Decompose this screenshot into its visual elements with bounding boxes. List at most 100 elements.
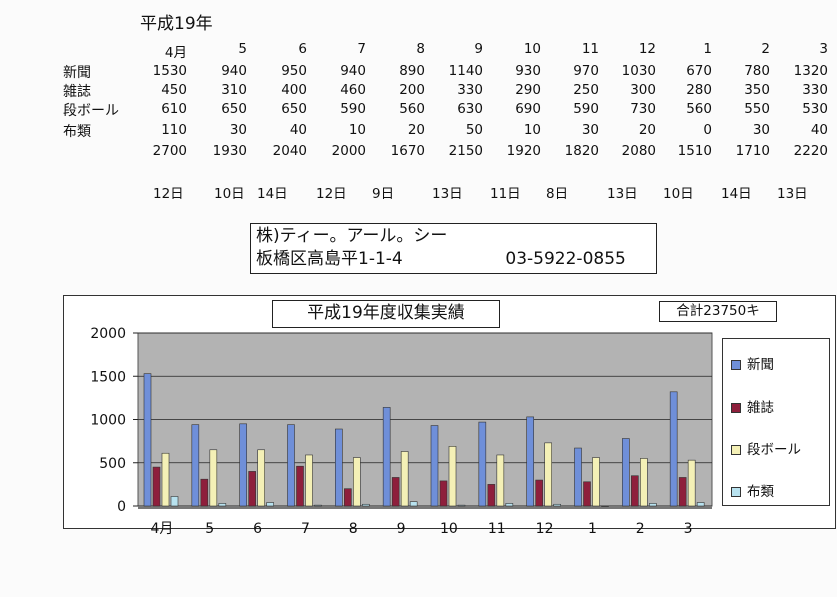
total-annotation: 合計23750キ: [659, 301, 777, 322]
value-cell: 30: [581, 122, 599, 138]
value-cell: 560: [399, 101, 425, 117]
value-cell: 110: [161, 122, 187, 138]
bar-段ボール: [496, 454, 505, 507]
bar-雑誌: [678, 477, 687, 507]
x-tick-label: 4月: [150, 521, 173, 537]
value-cell: 310: [221, 82, 247, 98]
value-cell: 10: [348, 122, 366, 138]
legend-swatch: [731, 403, 741, 413]
legend-swatch: [731, 360, 741, 370]
month-header: 9: [474, 41, 483, 57]
legend-swatch: [731, 487, 741, 497]
bar-新聞: [669, 391, 678, 507]
legend-swatch: [731, 445, 741, 455]
x-tick-label: 3: [684, 521, 693, 537]
row-label: 新聞: [63, 65, 91, 81]
bar-布類: [649, 503, 657, 507]
bar-雑誌: [583, 481, 591, 507]
value-cell: 780: [744, 63, 770, 79]
bar-新聞: [574, 447, 582, 507]
company-info-box: 株)ティー。アール。シー 板橋区高島平1-1-4 03-5922-0855: [250, 223, 657, 274]
bar-布類: [362, 503, 370, 507]
month-header: 6: [298, 41, 307, 57]
total-cell: 1710: [735, 143, 770, 159]
x-tick-label: 12: [536, 521, 554, 537]
bar-段ボール: [353, 457, 361, 507]
value-cell: 940: [221, 63, 247, 79]
value-cell: 930: [515, 63, 541, 79]
total-cell: 2220: [793, 143, 828, 159]
collection-day: 12日: [153, 186, 184, 202]
month-header: 8: [416, 41, 425, 57]
month-header: 2: [761, 41, 770, 57]
value-cell: 350: [744, 82, 770, 98]
bar-段ボール: [448, 446, 457, 507]
x-tick-label: 8: [349, 521, 358, 537]
collection-day: 14日: [721, 186, 752, 202]
legend-label: 段ボール: [747, 442, 801, 458]
collection-day: 10日: [214, 186, 245, 202]
bar-布類: [314, 504, 322, 507]
collection-day: 10日: [663, 186, 694, 202]
legend-item: 新聞: [731, 353, 774, 373]
total-cell: 1510: [677, 143, 712, 159]
collection-day: 13日: [432, 186, 463, 202]
value-cell: 1140: [448, 63, 483, 79]
value-cell: 40: [289, 122, 307, 138]
company-name: 株)ティー。アール。シー: [256, 226, 448, 246]
collection-day: 12日: [316, 186, 347, 202]
x-tick-label: 1: [588, 521, 597, 537]
y-tick-label: 500: [99, 456, 126, 472]
month-header: 7: [357, 41, 366, 57]
y-tick-label: 0: [117, 499, 126, 515]
bar-布類: [170, 496, 179, 507]
bar-雑誌: [535, 479, 543, 507]
bar-雑誌: [487, 484, 496, 507]
row-label: 布類: [63, 124, 91, 140]
value-cell: 970: [573, 63, 599, 79]
collection-day: 13日: [607, 186, 638, 202]
value-cell: 400: [281, 82, 307, 98]
bar-雑誌: [391, 477, 400, 507]
bar-段ボール: [161, 452, 170, 507]
bar-段ボール: [209, 449, 218, 507]
bar-雑誌: [439, 480, 448, 507]
total-cell: 1670: [390, 143, 425, 159]
total-cell: 2040: [272, 143, 307, 159]
total-cell: 1930: [212, 143, 247, 159]
bar-段ボール: [305, 454, 313, 507]
value-cell: 50: [465, 122, 483, 138]
bar-段ボール: [592, 457, 600, 507]
x-tick-label: 9: [397, 521, 406, 537]
bar-雑誌: [631, 475, 639, 507]
bar-新聞: [430, 425, 439, 507]
bar-布類: [553, 503, 561, 507]
value-cell: 0: [703, 122, 712, 138]
value-cell: 1320: [793, 63, 828, 79]
legend-label: 布類: [747, 484, 774, 500]
value-cell: 650: [221, 101, 247, 117]
total-cell: 2150: [448, 143, 483, 159]
bar-布類: [505, 503, 514, 507]
bar-新聞: [143, 373, 152, 507]
y-tick-label: 1500: [90, 369, 126, 385]
total-cell: 2080: [621, 143, 656, 159]
total-cell: 1920: [506, 143, 541, 159]
value-cell: 550: [744, 101, 770, 117]
company-phone: 03-5922-0855: [505, 249, 626, 269]
bar-新聞: [335, 428, 343, 507]
value-cell: 560: [686, 101, 712, 117]
bar-雑誌: [200, 478, 209, 507]
row-label: 段ボール: [63, 103, 119, 119]
value-cell: 530: [802, 101, 828, 117]
chart-floor: [138, 506, 712, 509]
collection-day: 14日: [257, 186, 288, 202]
bar-雑誌: [248, 471, 256, 507]
value-cell: 670: [686, 63, 712, 79]
total-cell: 2700: [152, 143, 187, 159]
value-cell: 590: [340, 101, 366, 117]
total-cell: 1820: [564, 143, 599, 159]
bar-段ボール: [400, 451, 409, 507]
company-address: 板橋区高島平1-1-4: [256, 249, 403, 269]
